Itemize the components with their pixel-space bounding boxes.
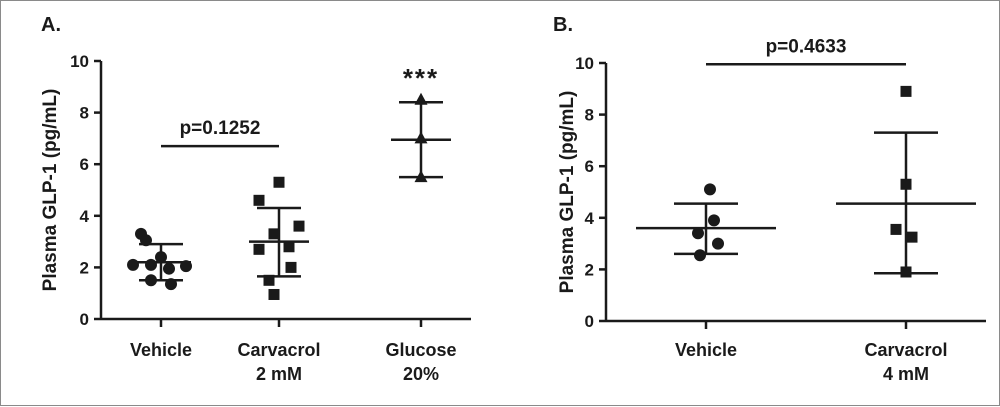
x-tick-label: 20% xyxy=(403,364,439,384)
data-point-circle xyxy=(694,249,706,262)
data-point-square xyxy=(263,274,275,286)
y-tick-label: 0 xyxy=(585,312,594,331)
y-tick-label: 0 xyxy=(80,310,89,329)
x-tick-label: 4 mM xyxy=(883,364,929,384)
x-tick-label: Glucose xyxy=(385,340,456,360)
panel-letter: B. xyxy=(553,14,573,36)
p-value-label: p=0.1252 xyxy=(180,118,261,139)
data-point-square xyxy=(285,261,297,273)
data-point-square xyxy=(900,178,912,190)
data-point-circle xyxy=(180,260,192,273)
data-point-square xyxy=(900,85,912,97)
data-point-triangle xyxy=(414,92,428,105)
y-tick-label: 4 xyxy=(80,207,90,226)
data-point-circle xyxy=(145,258,157,271)
panel-a: A. Plasma GLP-1 (pg/mL) 0 2 4 6 8 10 Vehicle Carv… xyxy=(40,14,471,384)
data-point-circle xyxy=(708,214,720,227)
data-point-square xyxy=(283,241,295,253)
data-point-circle xyxy=(712,237,724,250)
data-point-square xyxy=(273,176,285,188)
data-point-circle xyxy=(145,274,157,287)
y-tick-label: 6 xyxy=(80,155,89,174)
data-point-circle xyxy=(165,278,177,291)
y-tick-label: 8 xyxy=(585,106,594,125)
y-tick-label: 2 xyxy=(585,260,594,279)
x-tick-label: Carvacrol xyxy=(237,340,320,360)
data-point-circle xyxy=(127,258,139,271)
x-tick-label: Vehicle xyxy=(675,340,737,360)
y-axis-label: Plasma GLP-1 (pg/mL) xyxy=(40,89,61,292)
data-point-square xyxy=(900,266,912,278)
data-point-circle xyxy=(155,251,167,264)
x-tick-label: 2 mM xyxy=(256,364,302,384)
data-point-square xyxy=(253,194,265,206)
y-tick-label: 4 xyxy=(585,209,595,228)
data-point-square xyxy=(253,243,265,255)
data-point-square xyxy=(268,228,280,240)
y-tick-label: 6 xyxy=(585,157,594,176)
y-tick-label: 10 xyxy=(70,52,89,71)
data-point-circle xyxy=(692,227,704,240)
data-point-square xyxy=(293,220,305,232)
x-tick-label: Carvacrol xyxy=(864,340,947,360)
x-tick-label: Vehicle xyxy=(130,340,192,360)
significance-stars: *** xyxy=(403,63,439,93)
data-point-square xyxy=(268,288,280,300)
p-value-label: p=0.4633 xyxy=(766,36,847,57)
y-tick-label: 2 xyxy=(80,258,89,277)
data-point-triangle xyxy=(414,131,428,144)
y-tick-label: 10 xyxy=(575,54,594,73)
data-point-circle xyxy=(163,262,175,275)
y-axis-label: Plasma GLP-1 (pg/mL) xyxy=(557,91,578,294)
panel-b: B. Plasma GLP-1 (pg/mL) 0 2 4 6 8 10 Vehicle Carv… xyxy=(553,14,986,384)
data-point-square xyxy=(890,223,902,235)
data-point-triangle xyxy=(414,170,428,183)
panel-letter: A. xyxy=(41,14,61,36)
data-point-square xyxy=(906,231,918,243)
y-tick-label: 8 xyxy=(80,104,89,123)
data-point-circle xyxy=(704,183,716,196)
data-point-circle xyxy=(140,234,152,247)
